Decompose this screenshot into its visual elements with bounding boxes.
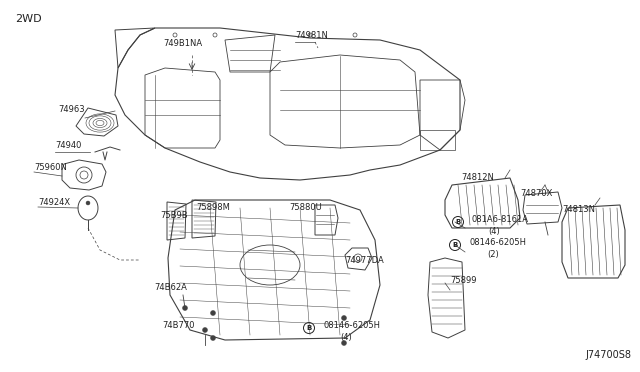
Text: 74940: 74940 — [55, 141, 81, 150]
Text: 74981N: 74981N — [295, 31, 328, 40]
Text: 74B770: 74B770 — [162, 321, 195, 330]
Ellipse shape — [342, 340, 346, 346]
Text: 75899: 75899 — [450, 276, 477, 285]
Text: 74870X: 74870X — [520, 189, 552, 198]
Ellipse shape — [211, 311, 216, 315]
Text: 2WD: 2WD — [15, 14, 42, 24]
Text: 74B62A: 74B62A — [154, 283, 187, 292]
Text: 75B9B: 75B9B — [160, 211, 188, 220]
Text: 74813N: 74813N — [562, 205, 595, 214]
Text: (4): (4) — [340, 333, 352, 342]
Text: 74812N: 74812N — [461, 173, 494, 182]
Text: J74700S8: J74700S8 — [585, 350, 631, 360]
Text: 081A6-8161A: 081A6-8161A — [472, 215, 529, 224]
Text: B: B — [307, 325, 312, 331]
Text: 75880U: 75880U — [289, 203, 322, 212]
Ellipse shape — [211, 336, 216, 340]
Text: 75960N: 75960N — [34, 163, 67, 172]
Text: 08146-6205H: 08146-6205H — [323, 321, 380, 330]
Text: 74977DA: 74977DA — [345, 256, 384, 265]
Text: B: B — [456, 219, 461, 225]
Text: 08146-6205H: 08146-6205H — [469, 238, 526, 247]
Text: 74963: 74963 — [58, 105, 84, 114]
Text: 75898M: 75898M — [196, 203, 230, 212]
Text: 74924X: 74924X — [38, 198, 70, 207]
Ellipse shape — [202, 327, 207, 333]
Ellipse shape — [86, 201, 90, 205]
Ellipse shape — [182, 305, 188, 311]
Text: (2): (2) — [487, 250, 499, 259]
Text: B: B — [452, 242, 458, 248]
Ellipse shape — [342, 315, 346, 321]
Text: 749B1NA: 749B1NA — [163, 39, 202, 48]
Text: (4): (4) — [488, 227, 500, 236]
